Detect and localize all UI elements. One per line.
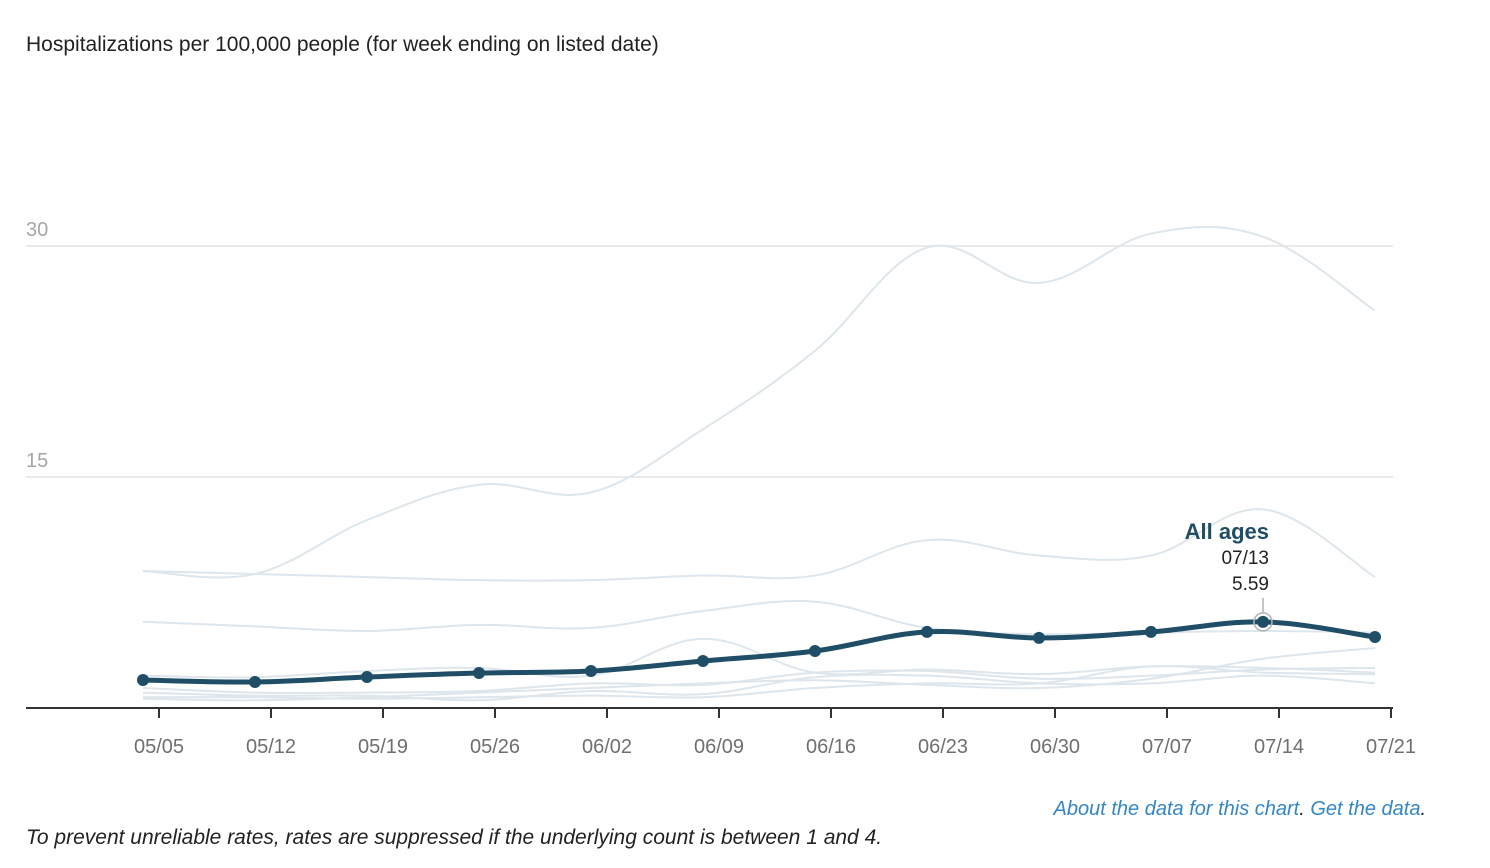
background-series-line xyxy=(142,508,1376,582)
link-end: . xyxy=(1420,798,1426,820)
all-ages-point-05/18[interactable] xyxy=(361,671,373,684)
x-axis: 05/05 05/12 05/19 05/26 06/02 06/09 06/16 06/23… xyxy=(26,707,1416,758)
all-ages-point-05/04[interactable] xyxy=(137,673,149,686)
x-tick-label: 05/05 xyxy=(134,736,184,758)
chart-footer-links: About the data for this chart. Get the d… xyxy=(1054,798,1426,821)
background-series-line xyxy=(142,665,1376,700)
y-tick-label: 30 xyxy=(26,219,48,241)
background-series-line xyxy=(142,646,1376,702)
all-ages-point-07/13[interactable] xyxy=(1257,615,1269,628)
annotation-series-name: All ages xyxy=(1185,519,1269,544)
y-tick-label: 15 xyxy=(26,450,48,472)
link-separator: . xyxy=(1299,798,1311,820)
x-tick-label: 06/16 xyxy=(806,736,856,758)
all-ages-point-07/20[interactable] xyxy=(1369,631,1381,644)
about-data-link[interactable]: About the data for this chart xyxy=(1053,798,1300,820)
get-data-link[interactable]: Get the data xyxy=(1310,798,1421,820)
x-tick-label: 07/21 xyxy=(1366,736,1416,758)
x-tick-label: 06/09 xyxy=(694,736,744,758)
all-ages-line xyxy=(140,619,1378,685)
background-series-line xyxy=(142,225,1376,579)
annotation-value: 5.59 xyxy=(1232,574,1269,595)
x-tick-label: 06/30 xyxy=(1030,736,1080,758)
all-ages-point-06/15[interactable] xyxy=(809,645,821,658)
highlighted-series xyxy=(137,615,1381,688)
gridlines xyxy=(26,245,1393,478)
x-tick-label: 06/02 xyxy=(582,736,632,758)
x-tick-label: 05/12 xyxy=(246,736,296,758)
all-ages-point-06/22[interactable] xyxy=(921,625,933,638)
x-tick-label: 05/26 xyxy=(470,736,520,758)
hover-annotation: All ages 07/13 5.59 xyxy=(1185,519,1273,632)
all-ages-point-05/25[interactable] xyxy=(473,667,485,680)
x-tick-label: 05/19 xyxy=(358,736,408,758)
all-ages-point-06/08[interactable] xyxy=(697,655,709,668)
background-series xyxy=(142,225,1376,702)
all-ages-point-07/06[interactable] xyxy=(1145,625,1157,638)
chart-title: Hospitalizations per 100,000 people (for… xyxy=(26,33,659,56)
x-tick-label: 07/07 xyxy=(1142,736,1192,758)
all-ages-point-06/01[interactable] xyxy=(585,665,597,678)
all-ages-point-05/11[interactable] xyxy=(249,675,261,688)
background-series-line xyxy=(142,673,1376,702)
x-tick-label: 06/23 xyxy=(918,736,968,758)
background-series-line xyxy=(142,666,1376,695)
x-tick-label: 07/14 xyxy=(1254,736,1304,758)
annotation-date: 07/13 xyxy=(1221,548,1269,569)
all-ages-point-06/29[interactable] xyxy=(1033,631,1045,644)
suppression-note: To prevent unreliable rates, rates are s… xyxy=(26,826,883,849)
